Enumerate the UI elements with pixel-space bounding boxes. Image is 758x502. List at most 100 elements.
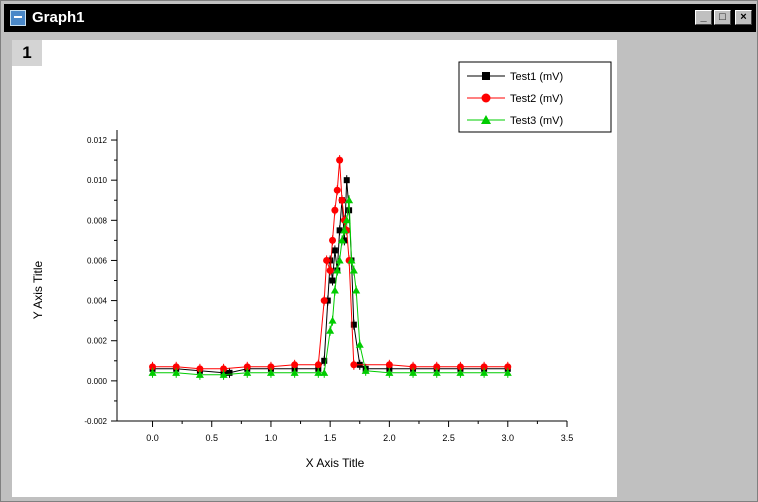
data-point-triangle bbox=[290, 368, 299, 376]
data-point-triangle bbox=[266, 368, 275, 376]
data-point-circle bbox=[291, 361, 299, 369]
legend[interactable]: Test1 (mV) Test2 (mV) Test3 (mV) bbox=[458, 61, 612, 133]
data-point-triangle bbox=[456, 368, 465, 376]
workspace-background bbox=[617, 40, 756, 497]
graph-page[interactable]: 1 0.0 0.5 1.0 1.5 2.0 2.5 3.0 3.5 -0.002 0.000 0.0… bbox=[12, 40, 617, 497]
data-point-circle bbox=[456, 363, 464, 371]
data-point-triangle bbox=[347, 256, 356, 264]
data-point-circle bbox=[385, 361, 393, 369]
series-layer bbox=[148, 155, 512, 380]
y-axis-title[interactable]: Y Axis Title bbox=[31, 260, 45, 319]
data-point-square bbox=[331, 247, 338, 254]
legend-item-test3: Test3 (mV) bbox=[467, 115, 563, 127]
data-point-triangle bbox=[330, 286, 339, 294]
data-point-circle bbox=[329, 236, 337, 244]
data-point-triangle bbox=[328, 316, 337, 324]
data-point-square bbox=[324, 297, 331, 304]
y-tick-label: 0.000 bbox=[87, 377, 108, 386]
data-point-triangle bbox=[333, 266, 342, 274]
series-line bbox=[152, 180, 508, 374]
data-point-square bbox=[341, 237, 348, 244]
window-title: Graph1 bbox=[32, 9, 85, 26]
legend-marker-square bbox=[482, 72, 490, 80]
minimize-button[interactable]: _ bbox=[695, 10, 712, 25]
legend-marker-triangle bbox=[481, 115, 491, 124]
legend-label-test1: Test1 (mV) bbox=[510, 71, 563, 83]
series-3 bbox=[148, 195, 512, 380]
data-point-square bbox=[327, 257, 334, 264]
y-tick-label: 0.012 bbox=[87, 136, 108, 145]
data-point-circle bbox=[333, 186, 341, 194]
data-point-circle bbox=[336, 156, 344, 164]
data-point-circle bbox=[243, 363, 251, 371]
data-point-circle bbox=[196, 365, 204, 373]
legend-item-test2: Test2 (mV) bbox=[467, 93, 563, 105]
x-tick-label: 3.0 bbox=[502, 433, 515, 443]
data-point-circle bbox=[149, 363, 157, 371]
data-point-triangle bbox=[480, 368, 489, 376]
data-point-circle bbox=[220, 365, 228, 373]
data-point-square bbox=[350, 321, 357, 328]
maximize-button[interactable]: □ bbox=[714, 10, 731, 25]
x-tick-label: 1.5 bbox=[324, 433, 337, 443]
data-point-triangle bbox=[432, 368, 441, 376]
data-point-triangle bbox=[172, 368, 181, 376]
title-bar[interactable]: Graph1 _ □ × bbox=[4, 4, 756, 32]
legend-label-test2: Test2 (mV) bbox=[510, 93, 563, 105]
y-tick-label: -0.002 bbox=[84, 417, 107, 426]
data-point-triangle bbox=[503, 368, 512, 376]
data-point-circle bbox=[172, 363, 180, 371]
data-point-triangle bbox=[340, 226, 349, 234]
data-point-triangle bbox=[355, 340, 364, 348]
close-button[interactable]: × bbox=[735, 10, 752, 25]
series-2 bbox=[149, 155, 512, 374]
x-tick-label: 0.5 bbox=[205, 433, 218, 443]
legend-marker-circle bbox=[481, 93, 491, 103]
x-tick-label: 2.0 bbox=[383, 433, 396, 443]
data-point-triangle bbox=[335, 256, 344, 264]
x-tick-label: 0.0 bbox=[146, 433, 159, 443]
chart-svg[interactable]: 0.0 0.5 1.0 1.5 2.0 2.5 3.0 3.5 -0.002 0.000 0.002… bbox=[12, 40, 617, 497]
data-point-triangle bbox=[345, 196, 354, 204]
data-point-circle bbox=[314, 361, 322, 369]
data-point-square bbox=[329, 277, 336, 284]
data-point-square bbox=[321, 357, 328, 364]
series-1 bbox=[149, 175, 511, 378]
data-point-square bbox=[343, 177, 350, 184]
y-tick-label: 0.010 bbox=[87, 176, 108, 185]
data-point-circle bbox=[326, 266, 334, 274]
y-tick-label: 0.008 bbox=[87, 216, 108, 225]
x-tick-label: 3.5 bbox=[561, 433, 574, 443]
data-point-circle bbox=[504, 363, 512, 371]
x-tick-label: 1.0 bbox=[265, 433, 278, 443]
data-point-square bbox=[226, 369, 233, 376]
data-point-circle bbox=[433, 363, 441, 371]
data-point-triangle bbox=[361, 366, 370, 374]
data-point-triangle bbox=[314, 368, 323, 376]
data-point-triangle bbox=[195, 370, 204, 378]
graph-window-icon[interactable] bbox=[10, 10, 26, 26]
data-point-triangle bbox=[320, 368, 329, 376]
layer-tab[interactable]: 1 bbox=[12, 40, 42, 66]
data-point-triangle bbox=[326, 326, 335, 334]
data-point-triangle bbox=[243, 368, 252, 376]
x-axis-title[interactable]: X Axis Title bbox=[306, 456, 365, 470]
data-point-triangle bbox=[342, 216, 351, 224]
y-tick-label: 0.004 bbox=[87, 297, 108, 306]
data-point-triangle bbox=[349, 266, 358, 274]
data-point-circle bbox=[323, 256, 331, 264]
data-point-triangle bbox=[409, 368, 418, 376]
axes: 0.0 0.5 1.0 1.5 2.0 2.5 3.0 3.5 -0.002 0.000 0.002… bbox=[84, 130, 573, 443]
data-point-triangle bbox=[385, 368, 394, 376]
series-line bbox=[152, 160, 508, 370]
data-point-circle bbox=[338, 196, 346, 204]
legend-label-test3: Test3 (mV) bbox=[510, 115, 563, 127]
series-line bbox=[152, 200, 508, 376]
data-point-triangle bbox=[219, 370, 228, 378]
data-point-circle bbox=[331, 206, 339, 214]
data-point-triangle bbox=[148, 368, 157, 376]
data-point-circle bbox=[320, 297, 328, 305]
data-point-square bbox=[336, 227, 343, 234]
x-tick-label: 2.5 bbox=[442, 433, 455, 443]
